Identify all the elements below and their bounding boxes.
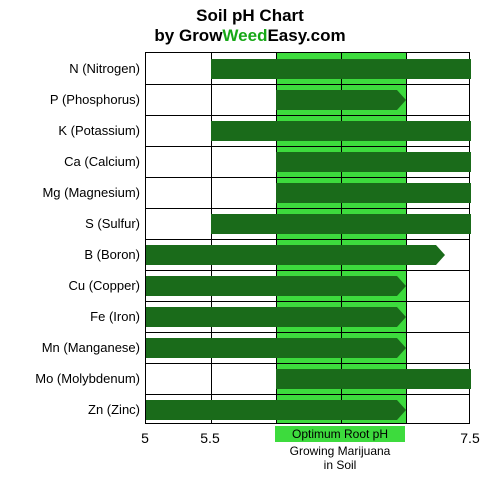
y-axis-label: N (Nitrogen) bbox=[20, 62, 140, 75]
grid-h bbox=[146, 146, 469, 147]
nutrient-bar bbox=[146, 307, 397, 327]
y-axis-label: Mn (Manganese) bbox=[20, 341, 140, 354]
y-axis-label: B (Boron) bbox=[20, 248, 140, 261]
grid-v bbox=[211, 53, 212, 423]
grid-h bbox=[146, 332, 469, 333]
grid-h bbox=[146, 208, 469, 209]
nutrient-bar bbox=[211, 214, 471, 234]
y-axis-label: K (Potassium) bbox=[20, 124, 140, 137]
nutrient-bar bbox=[211, 121, 471, 141]
sub-label-line1: Growing Marijuana bbox=[290, 444, 391, 458]
title-suffix: Easy.com bbox=[267, 26, 345, 45]
title-prefix: by Grow bbox=[154, 26, 222, 45]
grid-v bbox=[406, 53, 407, 423]
y-axis-label: Cu (Copper) bbox=[20, 279, 140, 292]
x-axis-label: 5 bbox=[141, 430, 149, 446]
grid-h bbox=[146, 115, 469, 116]
title-line1: Soil pH Chart bbox=[0, 6, 500, 26]
grid-h bbox=[146, 394, 469, 395]
nutrient-bar bbox=[276, 152, 471, 172]
nutrient-bar bbox=[276, 369, 471, 389]
sub-label-line2: in Soil bbox=[324, 458, 357, 472]
y-axis-label: P (Phosphorus) bbox=[20, 93, 140, 106]
y-axis-label: Fe (Iron) bbox=[20, 310, 140, 323]
nutrient-bar bbox=[276, 183, 471, 203]
optimum-label: Optimum Root pH bbox=[275, 426, 405, 442]
plot-area bbox=[145, 52, 470, 424]
y-axis-label: Mo (Molybdenum) bbox=[20, 372, 140, 385]
grid-h bbox=[146, 301, 469, 302]
y-axis-label: Zn (Zinc) bbox=[20, 403, 140, 416]
y-axis-label: Mg (Magnesium) bbox=[20, 186, 140, 199]
x-axis-label: 7.5 bbox=[460, 430, 479, 446]
chart-title: Soil pH Chart by GrowWeedEasy.com bbox=[0, 0, 500, 47]
nutrient-bar bbox=[146, 245, 436, 265]
y-axis-label: S (Sulfur) bbox=[20, 217, 140, 230]
grid-h bbox=[146, 177, 469, 178]
grid-h bbox=[146, 270, 469, 271]
sub-label: Growing Marijuana in Soil bbox=[275, 444, 405, 473]
grid-h bbox=[146, 84, 469, 85]
nutrient-bar bbox=[276, 90, 397, 110]
title-accent: Weed bbox=[222, 26, 267, 45]
nutrient-bar bbox=[146, 400, 397, 420]
nutrient-bar bbox=[211, 59, 471, 79]
grid-h bbox=[146, 239, 469, 240]
x-axis-label: 5.5 bbox=[200, 430, 219, 446]
chart-area: N (Nitrogen) P (Phosphorus) K (Potassium) C… bbox=[20, 52, 480, 462]
title-line2: by GrowWeedEasy.com bbox=[0, 26, 500, 46]
grid-h bbox=[146, 363, 469, 364]
nutrient-bar bbox=[146, 276, 397, 296]
y-axis-label: Ca (Calcium) bbox=[20, 155, 140, 168]
nutrient-bar bbox=[146, 338, 397, 358]
